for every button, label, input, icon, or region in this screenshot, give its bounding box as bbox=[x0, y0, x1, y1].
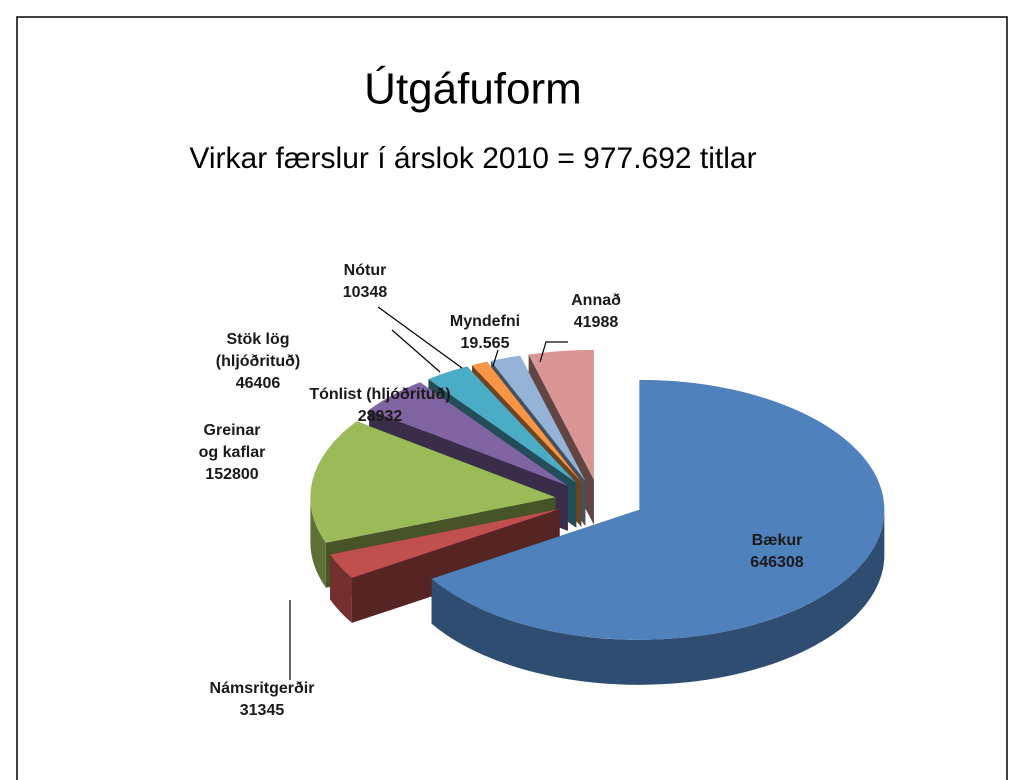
category-label: Nótur bbox=[343, 262, 387, 279]
data-label: Tónlist (hljóðrituð) 28932 bbox=[285, 384, 475, 428]
slice-side bbox=[431, 509, 885, 685]
slice-side bbox=[310, 497, 326, 588]
category-label: Myndefni bbox=[449, 313, 521, 330]
category-label: Námsritgerðir bbox=[209, 680, 315, 697]
data-label: Námsritgerðir 31345 bbox=[182, 678, 342, 722]
chart-title: Útgáfuform bbox=[364, 65, 582, 114]
value-label: 31345 bbox=[239, 702, 285, 719]
category-label: Annað bbox=[571, 292, 621, 309]
value-label: 10348 bbox=[342, 284, 388, 301]
frame bbox=[16, 16, 1008, 780]
slice-top bbox=[490, 355, 586, 481]
leader-line bbox=[377, 306, 463, 369]
slice-side bbox=[330, 554, 352, 623]
data-label: Bækur 646308 bbox=[717, 530, 837, 574]
slice-top bbox=[330, 508, 560, 578]
value-label: 28932 bbox=[357, 408, 403, 425]
category-label: Greinar og kaflar bbox=[198, 422, 266, 461]
slice-top bbox=[428, 366, 577, 483]
slice-top bbox=[310, 421, 556, 543]
data-label: Myndefni 19.565 bbox=[430, 311, 540, 355]
slice bbox=[330, 508, 560, 623]
leader-line bbox=[391, 329, 441, 373]
data-label: Stök lög (hljóðrituð) 46406 bbox=[193, 329, 323, 395]
pie bbox=[310, 349, 885, 685]
slice bbox=[431, 379, 885, 685]
leader-line bbox=[539, 341, 568, 363]
leader-lines bbox=[289, 306, 568, 680]
slice-top bbox=[431, 379, 885, 640]
data-label: Nótur 10348 bbox=[325, 260, 405, 304]
leader-line bbox=[492, 349, 499, 367]
data-label: Greinar og kaflar 152800 bbox=[192, 420, 272, 486]
slice-wall bbox=[330, 508, 560, 600]
chart-subtitle: Virkar færslur í árslok 2010 = 977.692 t… bbox=[189, 142, 756, 175]
value-label: 19.565 bbox=[460, 335, 510, 352]
value-label: 152800 bbox=[205, 466, 259, 483]
category-label: Stök lög (hljóðrituð) bbox=[215, 331, 301, 370]
slice-top bbox=[528, 349, 594, 480]
slice-top bbox=[369, 382, 568, 486]
data-label: Annað 41988 bbox=[556, 290, 636, 334]
value-label: 41988 bbox=[573, 314, 619, 331]
slice-top bbox=[472, 361, 582, 482]
value-label: 46406 bbox=[235, 375, 281, 392]
category-label: Bækur bbox=[751, 532, 803, 549]
category-label: Tónlist (hljóðrituð) bbox=[309, 386, 451, 403]
value-label: 646308 bbox=[750, 554, 804, 571]
